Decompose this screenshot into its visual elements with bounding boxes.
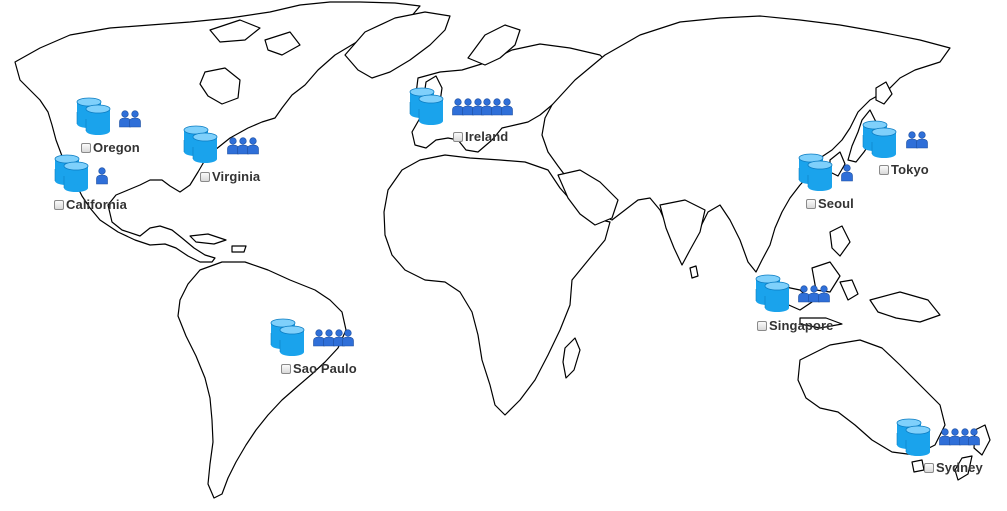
user-icon — [342, 329, 355, 352]
south-america-landmass — [177, 261, 347, 499]
region-checkbox-tokyo[interactable]: Tokyo — [879, 162, 929, 177]
arctic-island — [209, 19, 261, 43]
region-checkbox-sao-paulo[interactable]: Sao Paulo — [281, 361, 357, 376]
region-checkbox-seoul[interactable]: Seoul — [806, 196, 854, 211]
database-icon — [76, 97, 111, 135]
region-name: Sydney — [936, 460, 983, 475]
region-name: Ireland — [465, 129, 509, 144]
region-name: Tokyo — [891, 162, 929, 177]
africa-landmass — [383, 154, 611, 416]
users-group — [841, 164, 853, 184]
tasmania — [911, 459, 925, 473]
arctic-island — [264, 31, 301, 56]
new-zealand — [954, 455, 973, 481]
southeast-asia-island — [799, 317, 843, 329]
checkbox[interactable] — [81, 142, 91, 153]
region-name: Oregon — [93, 140, 140, 155]
southeast-asia-island — [829, 225, 851, 257]
checkbox[interactable] — [924, 462, 934, 473]
checkbox[interactable] — [806, 198, 816, 209]
checkbox[interactable] — [200, 171, 210, 182]
user-icon — [948, 428, 961, 451]
region-checkbox-virginia[interactable]: Virginia — [200, 169, 260, 184]
greenland-landmass — [344, 11, 451, 79]
checkbox[interactable] — [757, 320, 767, 331]
users-group — [313, 329, 359, 349]
users-group — [939, 428, 985, 448]
user-icon — [841, 164, 853, 187]
database-icon — [896, 418, 931, 456]
user-icon — [471, 98, 484, 121]
north-america-landmass — [14, 1, 421, 263]
user-icon — [798, 285, 810, 308]
user-icon — [915, 131, 928, 154]
sri-lanka — [689, 265, 699, 279]
user-icon — [322, 329, 335, 352]
users-group — [119, 110, 143, 130]
user-icon — [481, 98, 494, 121]
users-group — [798, 285, 832, 305]
indian-subcontinent — [659, 199, 706, 266]
user-icon — [817, 285, 830, 308]
checkbox[interactable] — [879, 164, 889, 175]
database-icon — [409, 87, 444, 125]
region-name: Virginia — [212, 169, 261, 184]
user-icon — [313, 329, 325, 352]
user-icon — [491, 98, 503, 121]
europe-landmass — [411, 43, 611, 153]
user-icon — [968, 428, 981, 451]
users-group — [452, 98, 513, 121]
database-icon — [54, 154, 89, 192]
region-checkbox-california[interactable]: California — [54, 197, 127, 212]
users-group — [96, 167, 108, 187]
user-icon — [501, 98, 513, 121]
region-checkbox-ireland[interactable]: Ireland — [453, 129, 508, 144]
user-icon — [906, 131, 918, 154]
region-checkbox-singapore[interactable]: Singapore — [757, 318, 833, 333]
caribbean-island — [189, 233, 227, 245]
region-checkbox-oregon[interactable]: Oregon — [81, 140, 140, 155]
database-icon — [270, 318, 305, 356]
user-icon — [236, 137, 249, 160]
asia-landmass — [541, 15, 951, 273]
user-icon — [939, 428, 951, 451]
scandinavia — [467, 24, 521, 66]
checkbox[interactable] — [54, 199, 64, 210]
user-icon — [332, 329, 345, 352]
database-icon — [755, 274, 790, 312]
user-icon — [119, 110, 131, 133]
users-group — [227, 137, 261, 157]
region-name: Seoul — [818, 196, 854, 211]
checkbox[interactable] — [453, 131, 463, 142]
users-group — [906, 131, 930, 151]
region-checkbox-sydney[interactable]: Sydney — [924, 460, 983, 475]
arabian-peninsula — [557, 169, 619, 226]
new-guinea — [869, 291, 941, 323]
database-icon — [183, 125, 218, 163]
database-icon — [798, 153, 833, 191]
region-name: Singapore — [769, 318, 834, 333]
checkbox[interactable] — [281, 363, 291, 374]
caribbean-island — [231, 245, 247, 253]
user-icon — [246, 137, 259, 160]
database-icon — [862, 120, 897, 158]
region-name: Sao Paulo — [293, 361, 357, 376]
user-icon — [958, 428, 971, 451]
southeast-asia-island — [839, 279, 859, 301]
madagascar — [562, 337, 581, 379]
japan — [875, 81, 893, 105]
user-icon — [128, 110, 141, 133]
user-icon — [96, 167, 108, 190]
region-name: California — [66, 197, 127, 212]
